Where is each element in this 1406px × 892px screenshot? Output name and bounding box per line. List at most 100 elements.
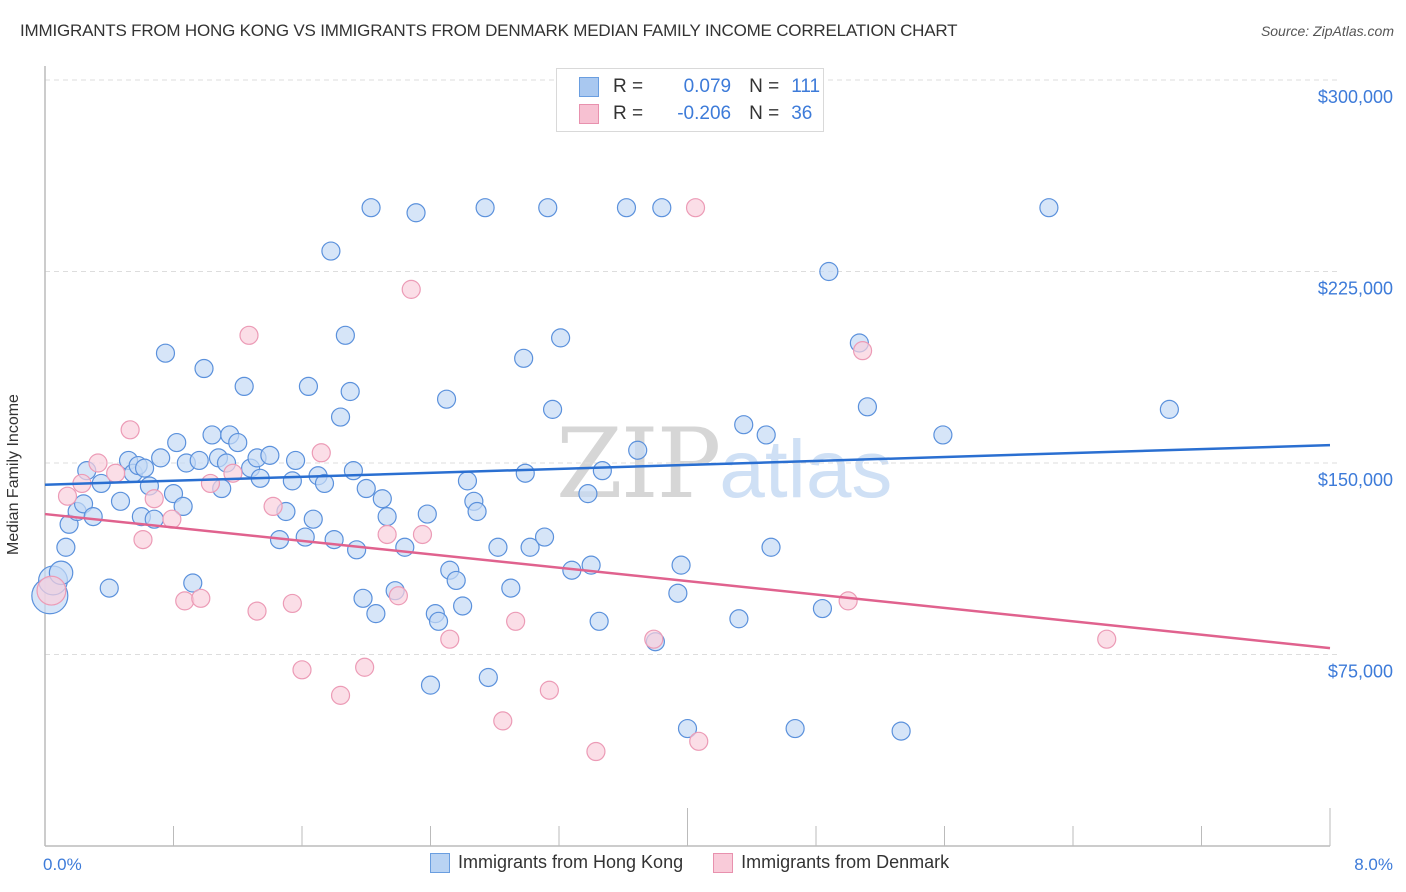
legend-r-value: -0.206 (677, 103, 732, 124)
point-denmark (685, 198, 706, 218)
point-denmark (239, 325, 259, 345)
point-denmark (689, 731, 709, 751)
point-hong-kong (110, 491, 131, 511)
gridlines (45, 79, 1340, 655)
point-hong-kong (298, 376, 319, 396)
axes (44, 66, 1331, 847)
point-hong-kong (652, 198, 672, 218)
trend-line-hong-kong (44, 443, 1331, 486)
point-hong-kong (592, 461, 612, 481)
legend-row-denmark: R = -0.206 N = 36 (579, 101, 812, 127)
legend-item-hong-kong[interactable]: Immigrants from Hong Kong (430, 852, 683, 873)
legend-n-label: N = (749, 76, 780, 97)
x-tick-label: 8.0% (1354, 855, 1393, 874)
legend-n-label: N = (749, 103, 780, 124)
point-hong-kong (734, 415, 754, 435)
point-denmark (377, 524, 397, 545)
point-hong-kong (1159, 399, 1179, 419)
point-hong-kong (1039, 198, 1059, 218)
point-denmark (175, 591, 195, 611)
data-points (31, 198, 1179, 762)
point-hong-kong (361, 198, 381, 218)
point-hong-kong (417, 504, 437, 524)
point-hong-kong (163, 484, 184, 504)
point-hong-kong (933, 425, 953, 445)
point-hong-kong (202, 425, 222, 445)
point-hong-kong (812, 598, 833, 619)
point-denmark (120, 420, 140, 440)
legend-item-denmark[interactable]: Immigrants from Denmark (713, 852, 949, 873)
point-hong-kong (353, 588, 373, 608)
point-hong-kong (194, 358, 214, 379)
point-hong-kong (520, 537, 540, 557)
legend-r-value: 0.079 (683, 76, 732, 97)
y-tick-label: $150,000 (1318, 470, 1393, 490)
series-legend: Immigrants from Hong Kong Immigrants fro… (430, 852, 979, 873)
point-denmark (330, 685, 351, 705)
point-hong-kong (668, 583, 688, 603)
legend-r-label: R = (613, 103, 644, 124)
point-denmark (263, 496, 283, 517)
point-denmark (401, 279, 421, 299)
point-denmark (852, 341, 873, 361)
chart-title: IMMIGRANTS FROM HONG KONG VS IMMIGRANTS … (20, 21, 958, 40)
point-hong-kong (467, 501, 487, 522)
point-denmark (133, 529, 153, 550)
point-denmark (644, 629, 664, 649)
legend-swatch-denmark (713, 852, 734, 873)
point-hong-kong (420, 675, 441, 695)
y-tick-label: $75,000 (1328, 662, 1393, 682)
point-hong-kong (406, 203, 426, 223)
point-hong-kong (260, 445, 280, 465)
point-denmark (36, 575, 67, 606)
point-hong-kong (321, 241, 341, 261)
point-hong-kong (183, 573, 203, 593)
point-hong-kong (819, 261, 839, 282)
point-hong-kong (314, 473, 335, 494)
point-denmark (311, 443, 331, 463)
point-hong-kong (295, 527, 315, 547)
point-denmark (838, 591, 858, 611)
point-hong-kong (891, 721, 911, 741)
point-hong-kong (589, 611, 609, 631)
point-hong-kong (395, 537, 415, 557)
point-hong-kong (56, 537, 76, 557)
point-hong-kong (377, 507, 397, 527)
legend-r-label: R = (613, 76, 644, 97)
legend-label-denmark: Immigrants from Denmark (741, 852, 950, 872)
point-hong-kong (756, 425, 776, 445)
point-hong-kong (478, 667, 498, 688)
point-hong-kong (785, 718, 805, 739)
point-denmark (355, 657, 375, 677)
y-tick-label: $300,000 (1318, 87, 1393, 107)
point-denmark (106, 463, 126, 483)
point-denmark (144, 489, 164, 509)
point-denmark (493, 711, 513, 731)
point-hong-kong (303, 509, 323, 529)
point-hong-kong (514, 348, 534, 368)
source-label: Source: ZipAtlas.com (1260, 23, 1394, 39)
point-hong-kong (99, 578, 119, 598)
point-hong-kong (436, 389, 457, 409)
point-denmark (200, 473, 221, 494)
point-hong-kong (372, 489, 392, 509)
point-denmark (506, 611, 526, 631)
point-hong-kong (356, 478, 376, 499)
point-hong-kong (282, 471, 302, 491)
point-denmark (388, 586, 408, 606)
point-hong-kong (501, 578, 521, 598)
point-denmark (440, 629, 460, 649)
correlation-legend: R = 0.079 N = 111 R = -0.206 N = 36 (556, 68, 824, 132)
point-hong-kong (551, 328, 571, 348)
point-hong-kong (446, 570, 466, 591)
point-hong-kong (761, 537, 781, 557)
point-hong-kong (228, 432, 248, 453)
legend-swatch-hong-kong (430, 852, 450, 873)
legend-n-value: 111 (791, 76, 821, 97)
point-hong-kong (335, 325, 355, 345)
point-hong-kong (457, 471, 478, 491)
point-hong-kong (73, 494, 94, 514)
point-hong-kong (234, 376, 254, 396)
point-hong-kong (343, 461, 363, 481)
